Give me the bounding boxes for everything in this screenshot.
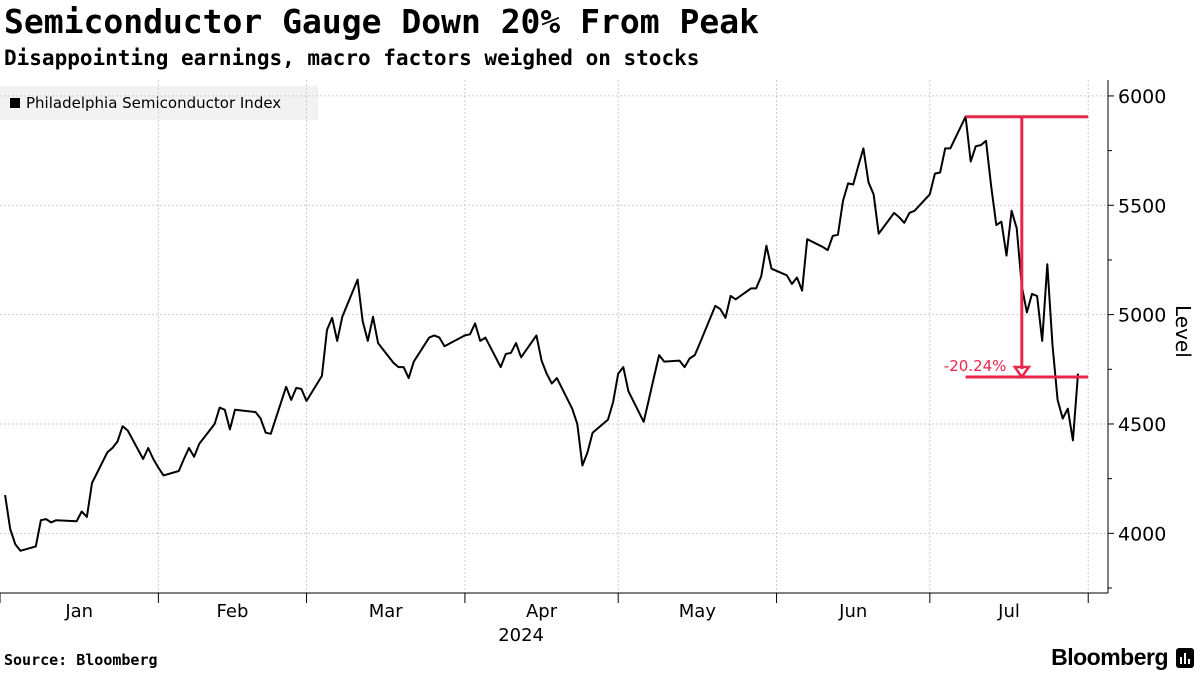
- source-note: Source: Bloomberg: [4, 651, 158, 669]
- x-axis-year-label: 2024: [498, 625, 544, 646]
- chart-subtitle: Disappointing earnings, macro factors we…: [4, 46, 700, 70]
- legend-swatch: [10, 98, 20, 108]
- y-axis: 4000 4500 5000 5500 6000: [1107, 80, 1166, 593]
- y-axis-label: Level: [1171, 305, 1195, 358]
- brand-logo: Bloomberg: [1051, 644, 1168, 670]
- chart-title: Semiconductor Gauge Down 20% From Peak: [4, 2, 759, 41]
- chart-legend: Philadelphia Semiconductor Index: [0, 86, 318, 120]
- series-line: [4, 115, 1079, 552]
- x-tick-label: Apr: [526, 601, 558, 622]
- drawdown-annotation: -20.24%: [944, 115, 1089, 380]
- drawdown-label: -20.24%: [944, 357, 1007, 375]
- y-tick-label: 6000: [1118, 86, 1166, 108]
- x-tick-label: May: [679, 601, 717, 622]
- series-group: [4, 115, 1079, 552]
- y-tick-label: 5500: [1118, 195, 1166, 217]
- x-tick-label: Jul: [997, 601, 1020, 622]
- x-tick-label: Jan: [64, 601, 93, 622]
- x-axis: Jan Feb Mar Apr May Jun Jul: [0, 592, 1108, 622]
- legend-label: Philadelphia Semiconductor Index: [26, 94, 282, 112]
- x-tick-label: Mar: [369, 601, 404, 622]
- y-tick-label: 4500: [1118, 414, 1166, 436]
- y-tick-label: 4000: [1118, 523, 1166, 545]
- bloomberg-chart-icon: [1176, 648, 1194, 668]
- y-tick-label: 5000: [1118, 305, 1166, 327]
- grid-lines: [0, 80, 1108, 593]
- x-tick-label: Feb: [217, 601, 249, 622]
- x-tick-label: Jun: [838, 601, 867, 622]
- drawdown-arrow-head: [1012, 365, 1032, 380]
